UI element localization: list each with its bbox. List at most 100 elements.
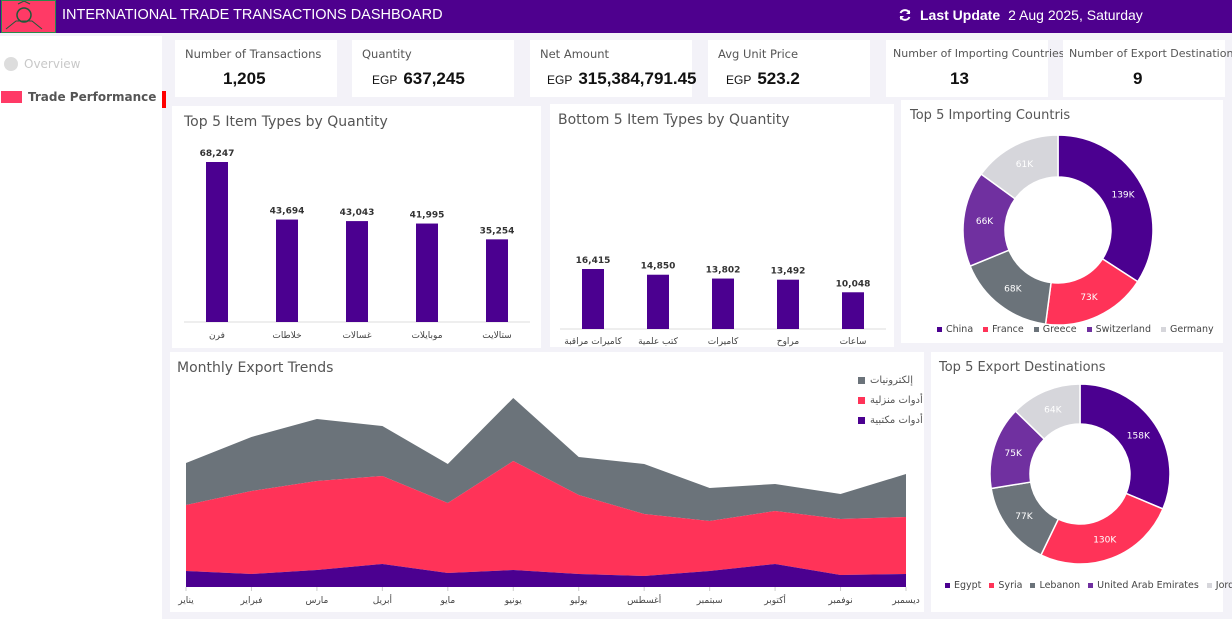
data-label: 61K	[1016, 160, 1034, 170]
data-label: 16,415	[576, 256, 611, 266]
sidebar-item-trade-performance[interactable]: Trade Performance	[1, 90, 156, 104]
data-label: 14,850	[641, 262, 676, 272]
donut-slice	[980, 134, 1059, 200]
x-tick-label: يونيو	[504, 596, 523, 606]
data-label: 13,492	[771, 267, 806, 277]
legend-item: Lebanon	[1030, 580, 1080, 591]
kpi-label: Number of Transactions	[185, 47, 322, 61]
data-label: 43,043	[340, 208, 375, 218]
area-series	[186, 564, 906, 587]
data-label: 64K	[1044, 405, 1062, 415]
legend-item: إلكترونيات	[858, 370, 923, 390]
legend-item: Syria	[989, 580, 1022, 591]
kpi-value: EGP 523.2	[726, 69, 800, 88]
kpi-value: EGP 637,245	[372, 69, 465, 88]
chart-legend: إلكترونيات أدوات منزلية أدوات مكتبية	[858, 370, 923, 430]
data-label: 158K	[1127, 431, 1151, 441]
kpi-label: Number of Export Destinations	[1069, 47, 1232, 60]
kpi-net-amount: Net Amount EGP 315,384,791.45	[530, 40, 697, 97]
kpi-label: Quantity	[362, 47, 412, 61]
last-update-label: Last Update	[920, 7, 1001, 23]
x-tick-label: سبتمبر	[696, 596, 723, 606]
legend-item: Greece	[1033, 324, 1077, 335]
legend-item: Egypt	[945, 580, 981, 591]
data-label: 75K	[1005, 449, 1023, 459]
x-tick-label: خلاطات	[272, 331, 301, 341]
donut-slice	[1039, 492, 1164, 565]
x-tick-label: موبايلات	[411, 331, 442, 341]
data-label: 68,247	[200, 149, 235, 159]
top5-items-chart: Top 5 Item Types by Quantity 68,247 فرن 43…	[172, 106, 541, 348]
legend-item: أدوات منزلية	[858, 390, 923, 410]
bar	[842, 292, 864, 329]
kpi-value: 9	[1133, 69, 1143, 88]
x-tick-label: أبريل	[373, 594, 392, 606]
chart-title: Top 5 Export Destinations	[939, 360, 1106, 375]
x-tick-label: مراوح	[777, 337, 800, 347]
kpi-avg-unit-price: Avg Unit Price EGP 523.2	[708, 40, 870, 97]
data-label: 41,995	[410, 211, 445, 221]
chart-legend: Egypt Syria Lebanon United Arab Emirates Jor…	[945, 580, 1232, 591]
bar	[777, 279, 799, 329]
area-series	[186, 398, 906, 521]
kpi-transactions: Number of Transactions 1,205	[175, 40, 337, 97]
sidebar-item-label: Overview	[24, 57, 81, 71]
kpi-value: 1,205	[223, 69, 266, 88]
chart-title: Top 5 Item Types by Quantity	[184, 114, 388, 130]
bar	[486, 239, 508, 322]
donut-slice	[1057, 134, 1154, 283]
data-label: 139K	[1111, 191, 1135, 201]
importing-countries-chart: Top 5 Importing Countris 139K 73K 68K 66K 61…	[901, 100, 1223, 343]
x-tick-label: كاميرات	[708, 337, 739, 347]
x-tick-label: غسالات	[342, 331, 371, 341]
data-label: 73K	[1080, 293, 1098, 303]
logo	[1, 0, 56, 33]
x-tick-label: فرن	[209, 331, 225, 341]
legend-item: France	[983, 324, 1024, 335]
bar	[582, 269, 604, 329]
data-label: 35,254	[480, 226, 515, 236]
donut-slice	[1079, 383, 1171, 510]
data-label: 43,694	[270, 207, 305, 217]
legend-item: Jordan	[1206, 580, 1232, 591]
kpi-export-destinations: Number of Export Destinations 9	[1063, 40, 1232, 97]
x-tick-label: فبراير	[239, 596, 262, 606]
active-indicator	[162, 91, 166, 108]
x-tick-label: نوفمبر	[827, 596, 852, 606]
sidebar: Overview Trade Performance	[0, 36, 166, 619]
export-destinations-chart: Top 5 Export Destinations 158K 130K 77K 75K…	[931, 352, 1232, 612]
bar	[276, 219, 298, 322]
refresh-icon[interactable]	[898, 8, 912, 22]
kpi-quantity: Quantity EGP 637,245	[352, 40, 514, 97]
sidebar-item-overview[interactable]: Overview	[4, 57, 81, 71]
x-tick-label: كتب علمية	[638, 337, 679, 347]
data-label: 13,802	[706, 266, 741, 276]
legend-item: Switzerland	[1086, 324, 1151, 335]
chart-title: Bottom 5 Item Types by Quantity	[558, 112, 790, 128]
x-tick-label: مايو	[439, 596, 455, 606]
area-series	[186, 461, 906, 576]
data-label: 77K	[1015, 512, 1033, 522]
data-label: 68K	[1004, 285, 1022, 295]
globe-icon	[4, 57, 18, 71]
data-label: 130K	[1093, 535, 1117, 545]
chart-title: Monthly Export Trends	[177, 360, 334, 376]
last-update-value: 2 Aug 2025, Saturday	[1008, 7, 1143, 23]
x-tick-label: ساعات	[840, 337, 867, 347]
x-tick-label: كاميرات مراقبة	[564, 337, 622, 347]
chart-legend: China France Greece Switzerland Germany	[937, 324, 1214, 335]
bar	[712, 278, 734, 329]
legend-item: Germany	[1160, 324, 1214, 335]
data-label: 66K	[976, 217, 994, 227]
x-tick-label: أغسطس	[627, 594, 661, 606]
x-tick-label: مارس	[305, 596, 328, 606]
kpi-label: Number of Importing Countries	[893, 47, 1065, 60]
bar	[647, 274, 669, 329]
bar	[206, 162, 228, 322]
chart-title: Top 5 Importing Countris	[910, 108, 1071, 123]
kpi-label: Avg Unit Price	[718, 47, 799, 61]
kpi-label: Net Amount	[540, 47, 610, 61]
donut-slice	[1014, 383, 1081, 441]
monthly-export-trends-chart: Monthly Export Trends يناير فبراير مارس أبر…	[170, 352, 924, 612]
data-label: 10,048	[836, 279, 871, 289]
